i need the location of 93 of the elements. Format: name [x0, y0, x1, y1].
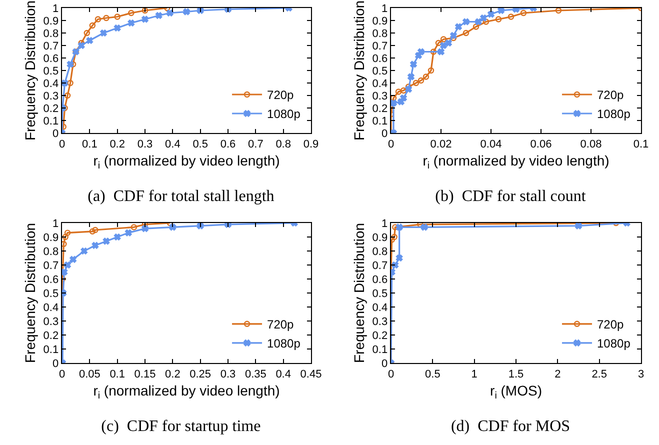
- x-tick-label: 0.08: [580, 138, 602, 150]
- text: (a) CDF for total stall length: [88, 188, 274, 205]
- y-tick-label: 0.6: [372, 52, 388, 65]
- legend-label: 720p: [597, 88, 624, 102]
- y-tick-label: 0.3: [372, 90, 388, 102]
- x-tick-label: 0.04: [480, 138, 502, 150]
- text: (d) CDF for MOS: [450, 418, 570, 435]
- x-tick-label: 0.7: [248, 138, 264, 150]
- y-tick-label: 0.9: [43, 15, 59, 28]
- legend-label: 1080p: [597, 107, 631, 122]
- y-tick-label: 0.5: [43, 65, 59, 78]
- x-tick-label: 0.45: [300, 368, 322, 380]
- text: (c) CDF for startup time: [101, 418, 261, 435]
- legend-label: 720p: [267, 88, 294, 102]
- x-tick-label: 0.3: [220, 368, 236, 380]
- y-tick-label: 0.4: [43, 78, 59, 90]
- x-axis-title: r$_{i}$ (normalized by video length): [422, 152, 610, 172]
- y-tick-label: 0.3: [43, 316, 59, 328]
- legend-label: 1080p: [597, 336, 631, 351]
- y-tick-label: 0.4: [43, 302, 59, 314]
- x-tick-label: 0.6: [220, 138, 236, 150]
- y-tick-label: 0.8: [43, 246, 59, 258]
- y-tick-label: 0.1: [43, 344, 59, 356]
- x-tick-label: 0.1: [82, 138, 98, 150]
- x-axis-title: r$_{i}$ (normalized by video length): [93, 152, 280, 172]
- y-tick-label: 0.7: [372, 260, 388, 272]
- x-axis-title: r$_{i}$ (MOS): [490, 382, 542, 402]
- y-tick-label: 0.6: [43, 274, 59, 286]
- y-axis-title: Frequency Distribution: [22, 0, 38, 141]
- y-tick-label: 0.5: [372, 288, 388, 300]
- y-tick-label: 1: [52, 218, 59, 230]
- x-axis-title: r$_{i}$ (normalized by video length): [93, 382, 280, 402]
- y-tick-label: 1: [381, 218, 388, 230]
- y-tick-label: 0.2: [43, 330, 59, 342]
- y-tick-label: 0.8: [372, 246, 388, 258]
- y-tick-label: 0: [381, 128, 388, 140]
- y-tick-label: 0.6: [372, 274, 388, 286]
- x-tick-label: 0.05: [78, 368, 100, 380]
- y-tick-label: 0.8: [43, 28, 59, 40]
- y-tick-label: 0.1: [372, 115, 388, 128]
- y-tick-label: 0.4: [372, 78, 388, 90]
- y-tick-label: 0.5: [43, 288, 59, 300]
- legend-label: 720p: [597, 318, 624, 332]
- x-tick-label: 0.4: [165, 138, 180, 150]
- y-tick-label: 0.9: [372, 15, 388, 28]
- y-tick-label: 0.3: [372, 316, 388, 328]
- legend-label: 1080p: [267, 107, 301, 122]
- x-tick-label: 0.5: [425, 368, 440, 380]
- y-tick-label: 0.8: [372, 28, 388, 40]
- legend-label: 720p: [267, 318, 294, 332]
- y-tick-label: 0.2: [372, 330, 388, 342]
- y-tick-label: 1: [381, 2, 388, 15]
- y-axis-title: Frequency Distribution: [22, 222, 38, 364]
- y-tick-label: 0.9: [43, 232, 59, 244]
- y-tick-label: 0: [381, 358, 388, 370]
- x-tick-label: 2: [554, 368, 561, 380]
- x-tick-label: 0.5: [192, 138, 208, 150]
- y-tick-label: 0.2: [372, 102, 388, 115]
- y-tick-label: 0.4: [372, 302, 388, 314]
- x-tick-label: 0.06: [530, 138, 552, 150]
- x-tick-label: 3: [638, 368, 644, 380]
- x-tick-label: 1.5: [508, 368, 524, 380]
- x-tick-label: 0.02: [430, 138, 452, 150]
- x-tick-label: 0.35: [244, 368, 266, 380]
- y-tick-label: 0.5: [372, 65, 388, 78]
- x-tick-label: 0.9: [303, 138, 319, 150]
- x-tick-label: 2.5: [592, 368, 607, 380]
- x-tick-label: 0.25: [190, 368, 212, 380]
- y-tick-label: 0.2: [43, 102, 59, 115]
- y-axis-title: Frequency Distribution: [351, 222, 368, 364]
- y-tick-label: 0.6: [43, 52, 59, 65]
- text: (b) CDF for stall count: [435, 188, 586, 205]
- x-tick-label: 0.3: [137, 138, 153, 150]
- x-tick-label: 0.4: [276, 368, 291, 380]
- x-tick-label: 0.1: [633, 138, 649, 150]
- y-tick-label: 0.7: [43, 260, 59, 272]
- y-tick-label: 0: [52, 128, 59, 140]
- x-tick-label: 0.1: [110, 368, 125, 380]
- y-tick-label: 1: [52, 2, 59, 15]
- y-tick-label: 0: [52, 358, 59, 370]
- y-tick-label: 0.7: [372, 40, 388, 52]
- x-tick-label: 1: [471, 368, 478, 380]
- y-axis-title: Frequency Distribution: [351, 0, 368, 141]
- y-tick-label: 0.1: [372, 344, 388, 356]
- x-tick-label: 0.2: [110, 138, 125, 150]
- x-tick-label: 0.15: [134, 368, 156, 380]
- x-tick-label: 0.2: [165, 368, 180, 380]
- y-tick-label: 0.9: [372, 232, 388, 244]
- y-tick-label: 0.3: [43, 90, 59, 102]
- y-tick-label: 0.1: [43, 115, 59, 128]
- y-tick-label: 0.7: [43, 40, 59, 52]
- legend-label: 1080p: [267, 336, 301, 351]
- x-tick-label: 0.8: [276, 138, 291, 150]
